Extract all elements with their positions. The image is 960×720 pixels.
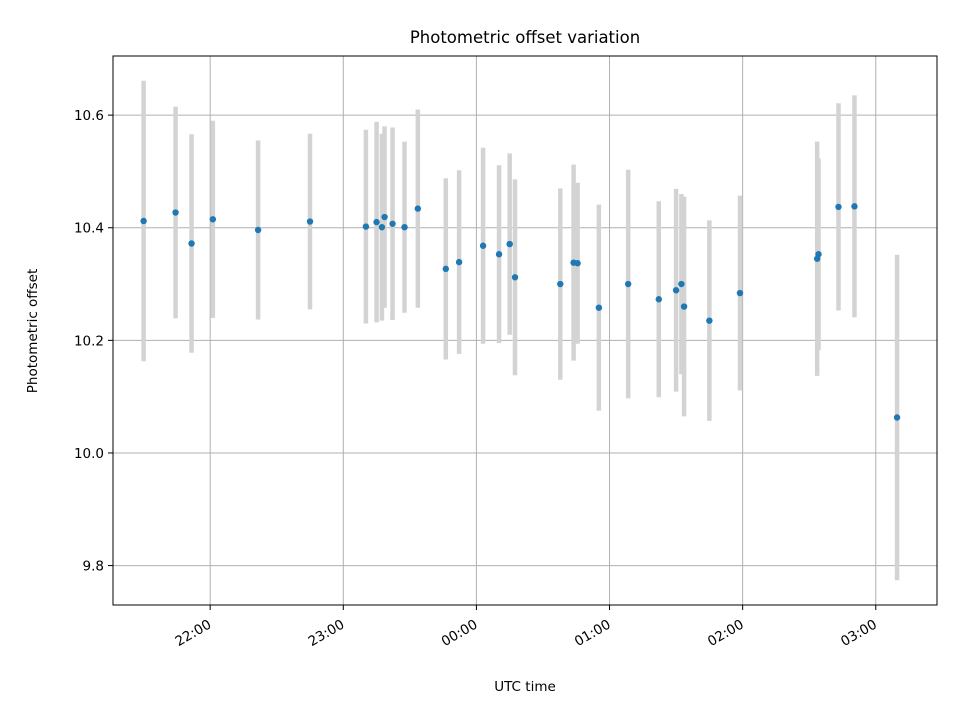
y-tick-label: 10.4: [74, 221, 104, 237]
y-tick-label: 10.2: [74, 333, 104, 349]
data-point: [574, 260, 581, 267]
data-point: [455, 258, 463, 266]
y-axis-label: Photometric offset: [25, 269, 41, 393]
y-axis-ticks: 9.8 10.0 10.2 10.4 10.6: [74, 108, 113, 575]
y-tick-label: 10.0: [74, 446, 104, 462]
grid-lines: [113, 56, 937, 605]
data-point: [381, 213, 388, 221]
data-point: [595, 304, 603, 311]
data-point: [373, 218, 380, 226]
data-point: [254, 226, 262, 234]
data-point: [835, 203, 842, 211]
data-point: [680, 303, 688, 310]
y-tick-label: 10.6: [74, 108, 104, 124]
data-point: [442, 265, 449, 273]
data-point: [678, 280, 685, 288]
x-axis-label: UTC time: [494, 679, 556, 695]
data-point: [401, 223, 408, 231]
data-point: [378, 223, 386, 231]
data-point: [624, 280, 632, 288]
data-point: [655, 296, 662, 303]
data-point: [306, 218, 314, 225]
data-point: [672, 287, 680, 294]
data-point: [706, 317, 713, 324]
data-point: [506, 240, 513, 248]
data-point: [511, 274, 519, 281]
data-point: [736, 289, 744, 297]
data-point: [479, 242, 487, 249]
data-point: [188, 240, 195, 247]
data-point: [495, 251, 503, 258]
plot-area-frame: [112, 55, 938, 606]
data-points: [140, 203, 901, 421]
data-point: [414, 205, 422, 212]
y-tick-label: 9.8: [83, 559, 104, 575]
data-point: [893, 414, 901, 421]
data-point: [557, 280, 564, 288]
data-point: [209, 216, 217, 223]
data-point: [362, 223, 370, 230]
data-point: [815, 251, 822, 258]
data-point: [172, 209, 179, 216]
chart-title: Photometric offset variation: [410, 28, 640, 47]
data-point: [389, 220, 396, 227]
data-point: [140, 217, 147, 225]
data-point: [851, 203, 858, 210]
